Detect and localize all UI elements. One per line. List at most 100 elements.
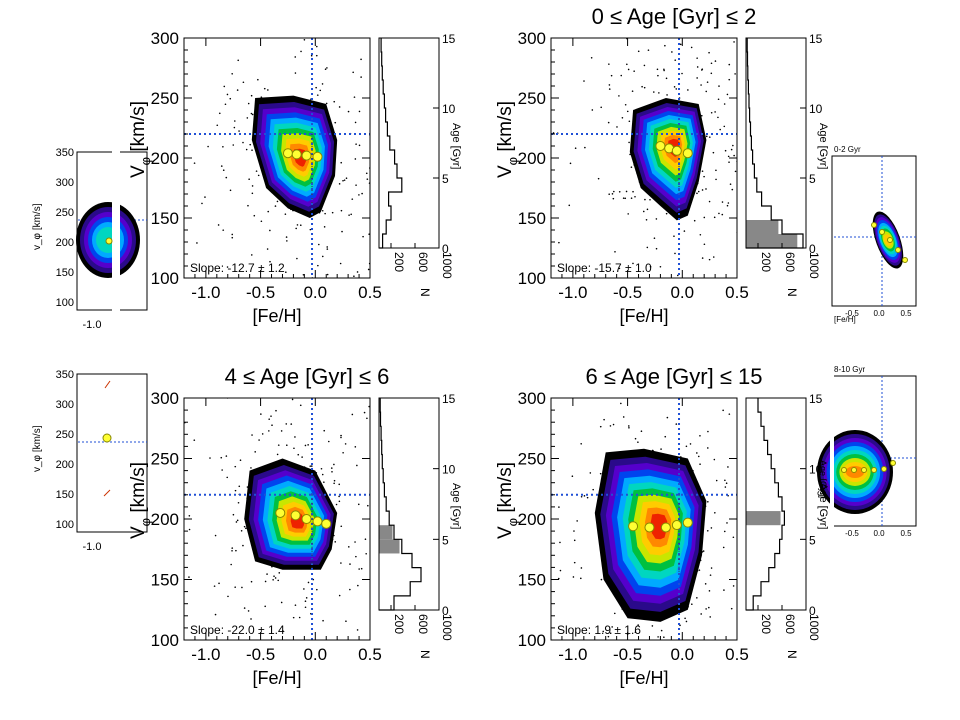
histogram-shaded-bin <box>746 234 798 248</box>
scatter-dot <box>607 121 610 124</box>
scatter-dot <box>609 632 612 635</box>
scatter-dot <box>193 162 196 164</box>
scatter-dot <box>580 442 582 445</box>
scatter-dot <box>724 486 727 488</box>
scatter-dot <box>609 425 612 427</box>
scatter-dot <box>572 576 575 578</box>
x-tick-label: -1.0 <box>191 645 220 664</box>
scatter-dot <box>240 529 243 532</box>
scatter-dot <box>260 413 262 415</box>
scatter-dot <box>233 126 236 129</box>
side-panel-title: 8-10 Gyr <box>834 365 865 374</box>
scatter-dot <box>710 567 713 569</box>
scatter-dot <box>649 265 652 268</box>
histogram-y-tick-label: 10 <box>809 102 823 116</box>
scatter-dot <box>717 116 719 119</box>
scatter-dot <box>294 72 297 74</box>
scatter-dot <box>330 467 333 469</box>
scatter-dot <box>275 409 277 412</box>
y-tick-label: 300 <box>151 29 179 48</box>
scatter-dot <box>660 629 663 632</box>
scatter-dot <box>231 73 233 75</box>
scatter-dot <box>630 166 633 168</box>
scatter-dot <box>349 563 351 565</box>
scatter-dot <box>331 211 334 214</box>
y-axis-label-main: V <box>495 526 516 539</box>
scatter-dot <box>612 197 615 200</box>
scatter-dot <box>247 610 250 612</box>
scatter-dot <box>699 233 702 236</box>
scatter-dot <box>637 441 639 443</box>
scatter-dot <box>628 120 631 123</box>
scatter-dot <box>657 74 659 77</box>
data-point <box>655 141 666 151</box>
scatter-dot <box>666 416 669 419</box>
scatter-dot <box>666 94 668 96</box>
scatter-dot <box>274 577 277 579</box>
scatter-dot <box>684 617 686 620</box>
scatter-dot <box>357 503 360 506</box>
scatter-dot <box>217 224 220 226</box>
side-y-tick-label: 200 <box>56 459 74 471</box>
scatter-dot <box>354 121 357 124</box>
scatter-dot <box>687 89 689 91</box>
scatter-dot <box>708 51 710 54</box>
scatter-dot <box>663 636 665 638</box>
scatter-dot <box>235 549 237 552</box>
histogram-y-tick-label: 15 <box>442 32 456 46</box>
histogram-step-line <box>379 398 422 611</box>
scatter-dot <box>353 96 356 98</box>
scatter-dot <box>231 550 233 552</box>
side-panel-frame <box>831 155 917 307</box>
scatter-dot <box>714 511 716 514</box>
side-data-point <box>861 467 867 473</box>
histogram-shaded-bin <box>746 511 781 526</box>
scatter-dot <box>355 184 357 186</box>
histogram-x-tick-label: 200 <box>392 252 406 272</box>
histogram-y-tick-label: 15 <box>809 32 823 46</box>
scatter-dot <box>700 613 702 615</box>
scatter-dot <box>340 562 342 564</box>
side-crop-mask <box>112 150 120 320</box>
scatter-dot <box>723 530 726 533</box>
side-y-tick-label: 200 <box>56 237 74 249</box>
scatter-dot <box>324 68 327 70</box>
scatter-dot <box>278 572 281 574</box>
scatter-dot <box>356 464 358 467</box>
data-point <box>682 517 693 528</box>
scatter-dot <box>571 475 574 478</box>
scatter-dot <box>696 452 698 454</box>
side-y-tick-label: 350 <box>56 369 74 381</box>
histogram-y-tick-label: 0 <box>809 242 816 256</box>
scatter-dot <box>624 197 627 200</box>
scatter-dot <box>246 117 249 119</box>
scatter-dot <box>250 112 253 115</box>
scatter-dot <box>708 258 711 261</box>
scatter-dot <box>234 465 237 468</box>
side-data-point <box>887 237 893 243</box>
scatter-dot <box>723 589 725 591</box>
scatter-dot <box>260 96 263 98</box>
scatter-dot <box>315 86 317 89</box>
scatter-dot <box>624 103 627 106</box>
histogram-x-label: N <box>785 650 799 659</box>
scatter-dot <box>679 43 682 46</box>
scatter-dot <box>261 433 264 435</box>
scatter-dot <box>218 112 221 115</box>
plot-area <box>184 38 370 278</box>
scatter-dot <box>285 423 288 425</box>
scatter-dot <box>643 86 646 89</box>
scatter-dot <box>630 197 633 199</box>
side-y-label: v_φ [km/s] <box>32 425 43 472</box>
scatter-dot <box>236 519 239 522</box>
scatter-dot <box>207 145 209 148</box>
scatter-dot <box>366 417 368 420</box>
scatter-dot <box>673 86 676 88</box>
scatter-dot <box>590 57 593 59</box>
y-tick-label: 300 <box>518 389 546 408</box>
scatter-dot <box>226 476 229 479</box>
side-x-tick-label: 0.5 <box>900 529 912 538</box>
histogram-y-tick-label: 10 <box>442 463 456 477</box>
scatter-dot <box>188 514 191 517</box>
